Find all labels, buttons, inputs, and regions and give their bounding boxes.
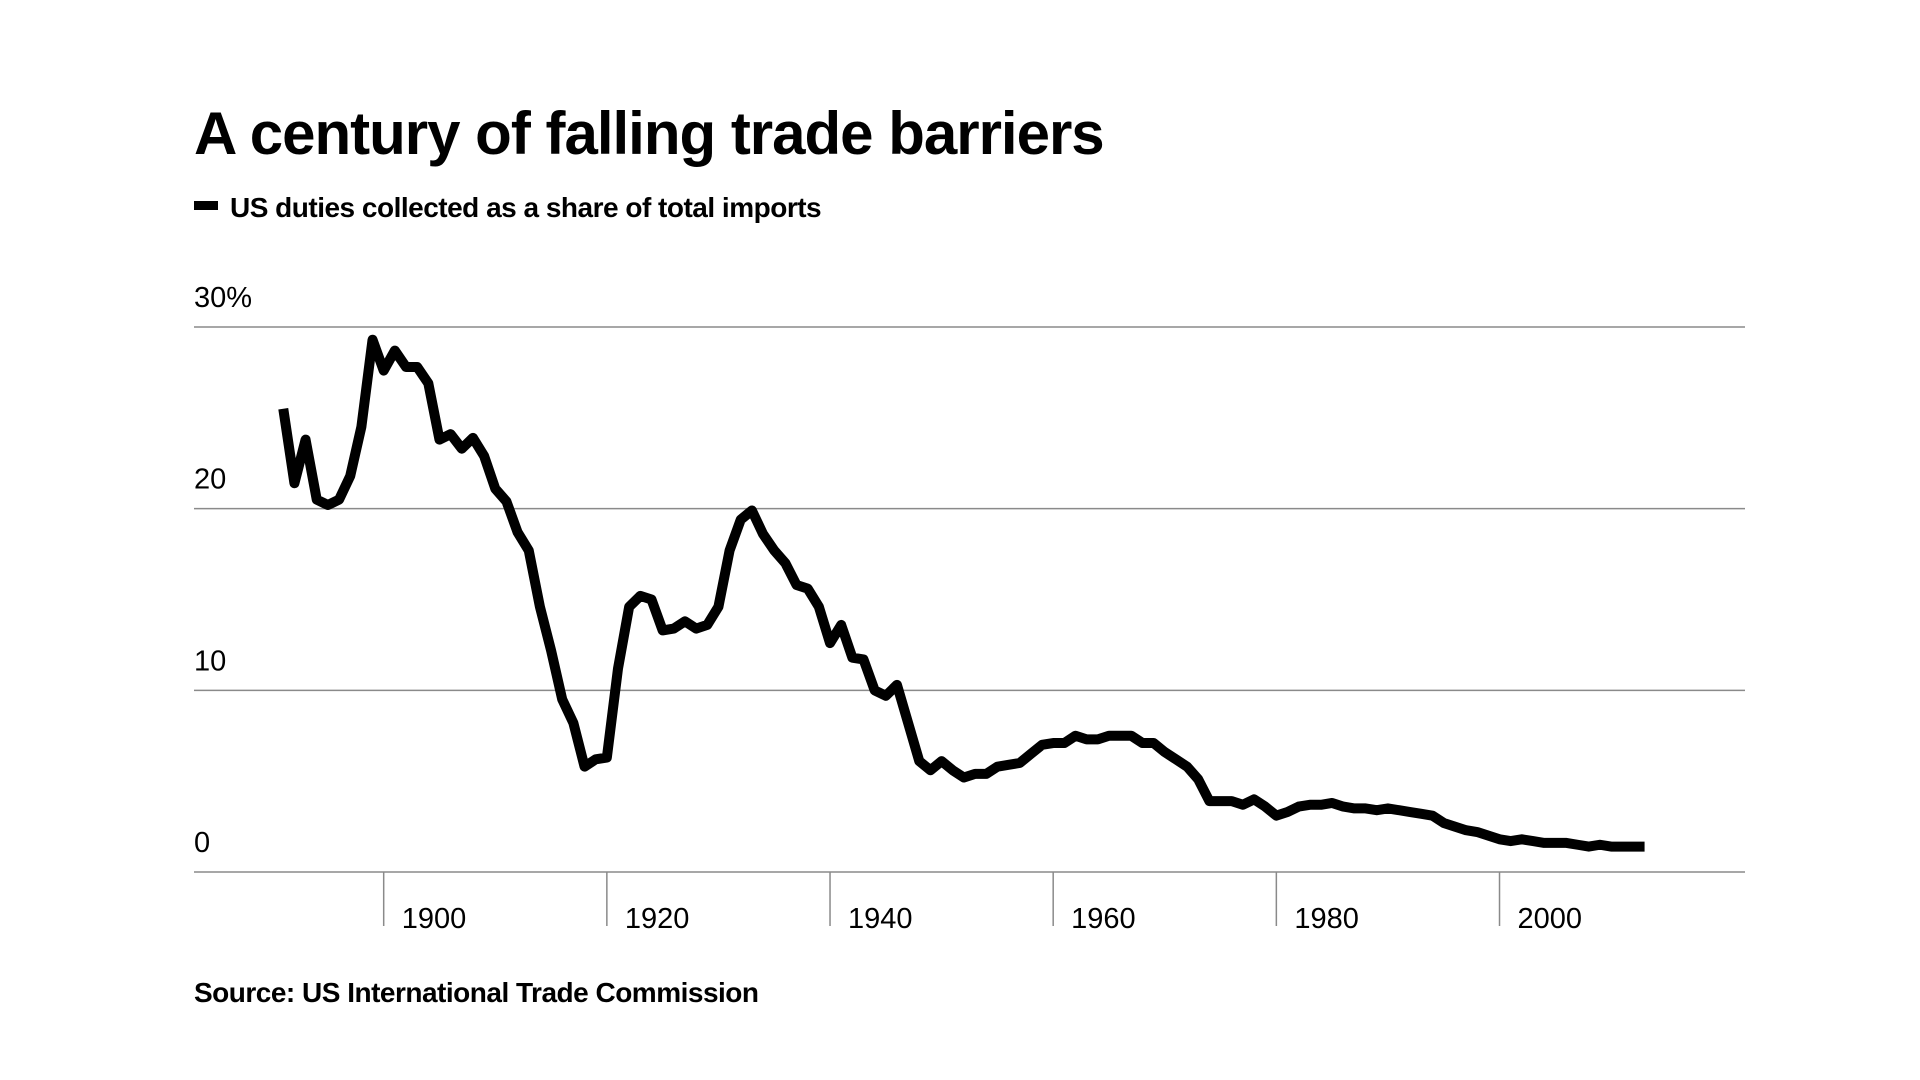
y-tick-label: 10: [194, 645, 226, 677]
chart-title: A century of falling trade barriers: [194, 100, 1104, 167]
y-tick-label: 0: [194, 827, 210, 859]
data-line: [278, 334, 1645, 852]
x-tick-label: 2000: [1518, 903, 1583, 935]
source: Source: US International Trade Commissio…: [194, 977, 759, 1008]
y-tick-label: 30%: [194, 282, 252, 314]
x-tick-label: 1980: [1294, 903, 1359, 935]
y-tick-label: 20: [194, 464, 226, 496]
x-tick-label: 1960: [1071, 903, 1136, 935]
legend-label: US duties collected as a share of total …: [230, 192, 821, 223]
x-tick-label: 1920: [625, 903, 690, 935]
legend-swatch: [194, 201, 218, 210]
x-tick-label: 1940: [848, 903, 913, 935]
x-tick-label: 1900: [402, 903, 467, 935]
